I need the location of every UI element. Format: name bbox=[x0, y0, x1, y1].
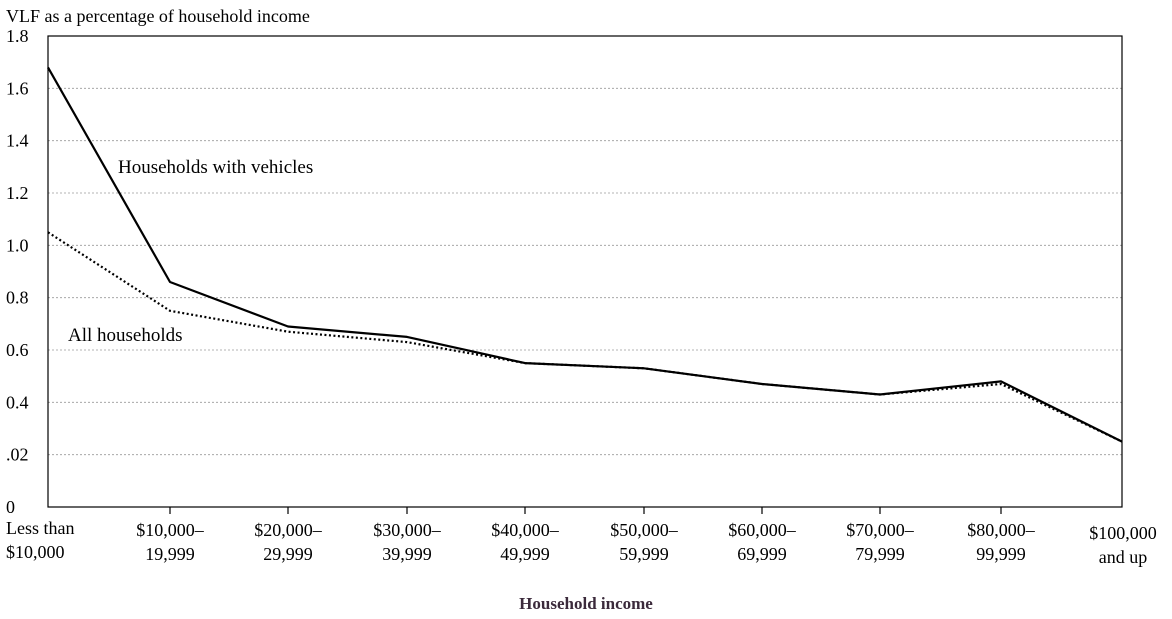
y-axis-title: VLF as a percentage of household income bbox=[6, 6, 310, 26]
series-lines bbox=[47, 66, 1123, 443]
x-tick-label: $80,000– 99,999 bbox=[967, 520, 1036, 564]
x-tick-label: $40,000– 49,999 bbox=[491, 520, 560, 564]
y-tick-label: 1.2 bbox=[6, 183, 29, 203]
x-tick-label: $70,000– 79,999 bbox=[846, 520, 915, 564]
gridlines bbox=[48, 87, 1122, 456]
y-tick-label: 0.8 bbox=[6, 288, 29, 308]
x-axis-title: Household income bbox=[519, 594, 653, 613]
series-line-households-with-vehicles bbox=[47, 66, 1123, 443]
x-tick-label: $10,000– 19,999 bbox=[136, 520, 205, 564]
x-tick-label: Less than $10,000 bbox=[6, 518, 74, 562]
y-tick-label: 1.0 bbox=[6, 235, 29, 255]
y-axis-ticks: 0 .02 0.4 0.6 0.8 1.0 1.2 1.4 1.6 1.8 bbox=[6, 26, 29, 517]
plot-frame bbox=[47, 35, 1123, 508]
y-tick-label: 1.6 bbox=[6, 78, 29, 98]
y-tick-label: 1.4 bbox=[6, 131, 29, 151]
series-label-households-with-vehicles: Households with vehicles bbox=[118, 157, 313, 178]
y-tick-label: 0.4 bbox=[6, 392, 29, 412]
series-label-all-households: All households bbox=[68, 325, 183, 346]
x-tick-label: $30,000– 39,999 bbox=[373, 520, 442, 564]
y-tick-label: 1.8 bbox=[6, 26, 29, 46]
series-line-all-households bbox=[47, 231, 1123, 443]
y-tick-label: 0 bbox=[6, 497, 15, 517]
y-tick-label: .02 bbox=[6, 445, 29, 465]
x-tick-label: $60,000– 69,999 bbox=[728, 520, 797, 564]
x-tick-label: $50,000– 59,999 bbox=[610, 520, 679, 564]
x-tick-label: $100,000 and up bbox=[1089, 523, 1157, 567]
x-tick-label: $20,000– 29,999 bbox=[254, 520, 323, 564]
x-axis-ticks: Less than $10,000 $10,000– 19,999 $20,000– 29… bbox=[6, 507, 1157, 567]
y-tick-label: 0.6 bbox=[6, 340, 29, 360]
